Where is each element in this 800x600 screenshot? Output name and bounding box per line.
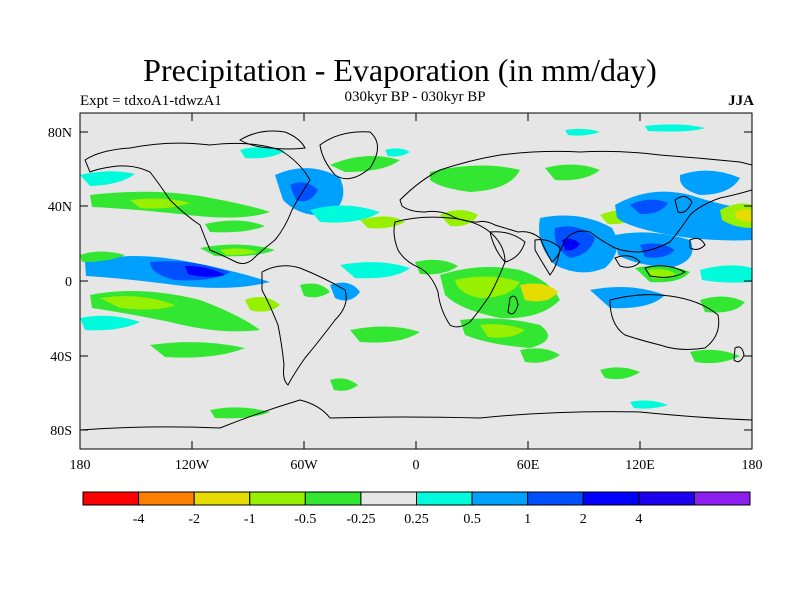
map-subtitle: 030kyr BP - 030kyr BP bbox=[344, 89, 486, 105]
experiment-label: Expt = tdxoA1-tdwzA1 bbox=[80, 93, 222, 109]
lat-tick-label: 40S bbox=[50, 350, 72, 365]
colorbar-swatch bbox=[416, 491, 473, 506]
colorbar-label: -0.25 bbox=[346, 512, 375, 527]
colorbar-label: 1 bbox=[524, 512, 531, 527]
colorbar-label: 4 bbox=[635, 512, 642, 527]
lat-tick-label: 40N bbox=[48, 200, 72, 215]
lat-tick-label: 0 bbox=[65, 275, 72, 290]
colorbar-label: -4 bbox=[133, 512, 145, 527]
colorbar-label: 2 bbox=[580, 512, 587, 527]
lat-tick-label: 80N bbox=[48, 126, 72, 141]
colorbar-swatch bbox=[138, 491, 195, 506]
colorbar-swatch bbox=[304, 491, 362, 506]
lon-tick-label: 120E bbox=[625, 458, 655, 473]
colorbar-labels: -4 -2 -1 -0.5 -0.25 0.25 0.5 1 2 4 bbox=[133, 512, 643, 527]
colorbar-swatch bbox=[82, 491, 140, 506]
coastlines bbox=[80, 130, 752, 449]
colorbar-swatch bbox=[693, 491, 751, 506]
colorbar-label: -2 bbox=[188, 512, 200, 527]
lon-tick-label: 180 bbox=[742, 458, 763, 473]
colorbar-label: -1 bbox=[244, 512, 256, 527]
colorbar-swatch bbox=[638, 491, 695, 506]
map-title: Precipitation - Evaporation (in mm/day) bbox=[143, 52, 657, 88]
colorbar-swatch bbox=[527, 491, 584, 506]
colorbar-swatch bbox=[193, 491, 251, 506]
lon-tick-labels: 180 120W 60W 0 60E 120E 180 bbox=[70, 458, 763, 473]
colorbar-label: 0.25 bbox=[404, 512, 429, 527]
anomaly-field bbox=[80, 124, 752, 419]
lon-tick-label: 60E bbox=[517, 458, 540, 473]
axis-ticks bbox=[79, 113, 753, 449]
lon-tick-label: 180 bbox=[70, 458, 91, 473]
colorbar-swatch bbox=[471, 491, 529, 506]
colorbar-label: -0.5 bbox=[294, 512, 316, 527]
colorbar-swatch bbox=[249, 491, 306, 506]
colorbar bbox=[82, 491, 751, 506]
colorbar-swatch bbox=[582, 491, 640, 506]
colorbar-label: 0.5 bbox=[463, 512, 481, 527]
lat-tick-labels: 80N 40N 0 40S 80S bbox=[48, 126, 72, 439]
season-label: JJA bbox=[728, 93, 754, 109]
lon-tick-label: 120W bbox=[175, 458, 210, 473]
lon-tick-label: 60W bbox=[290, 458, 318, 473]
lat-tick-label: 80S bbox=[50, 424, 72, 439]
colorbar-swatch bbox=[360, 491, 417, 506]
lon-tick-label: 0 bbox=[413, 458, 420, 473]
